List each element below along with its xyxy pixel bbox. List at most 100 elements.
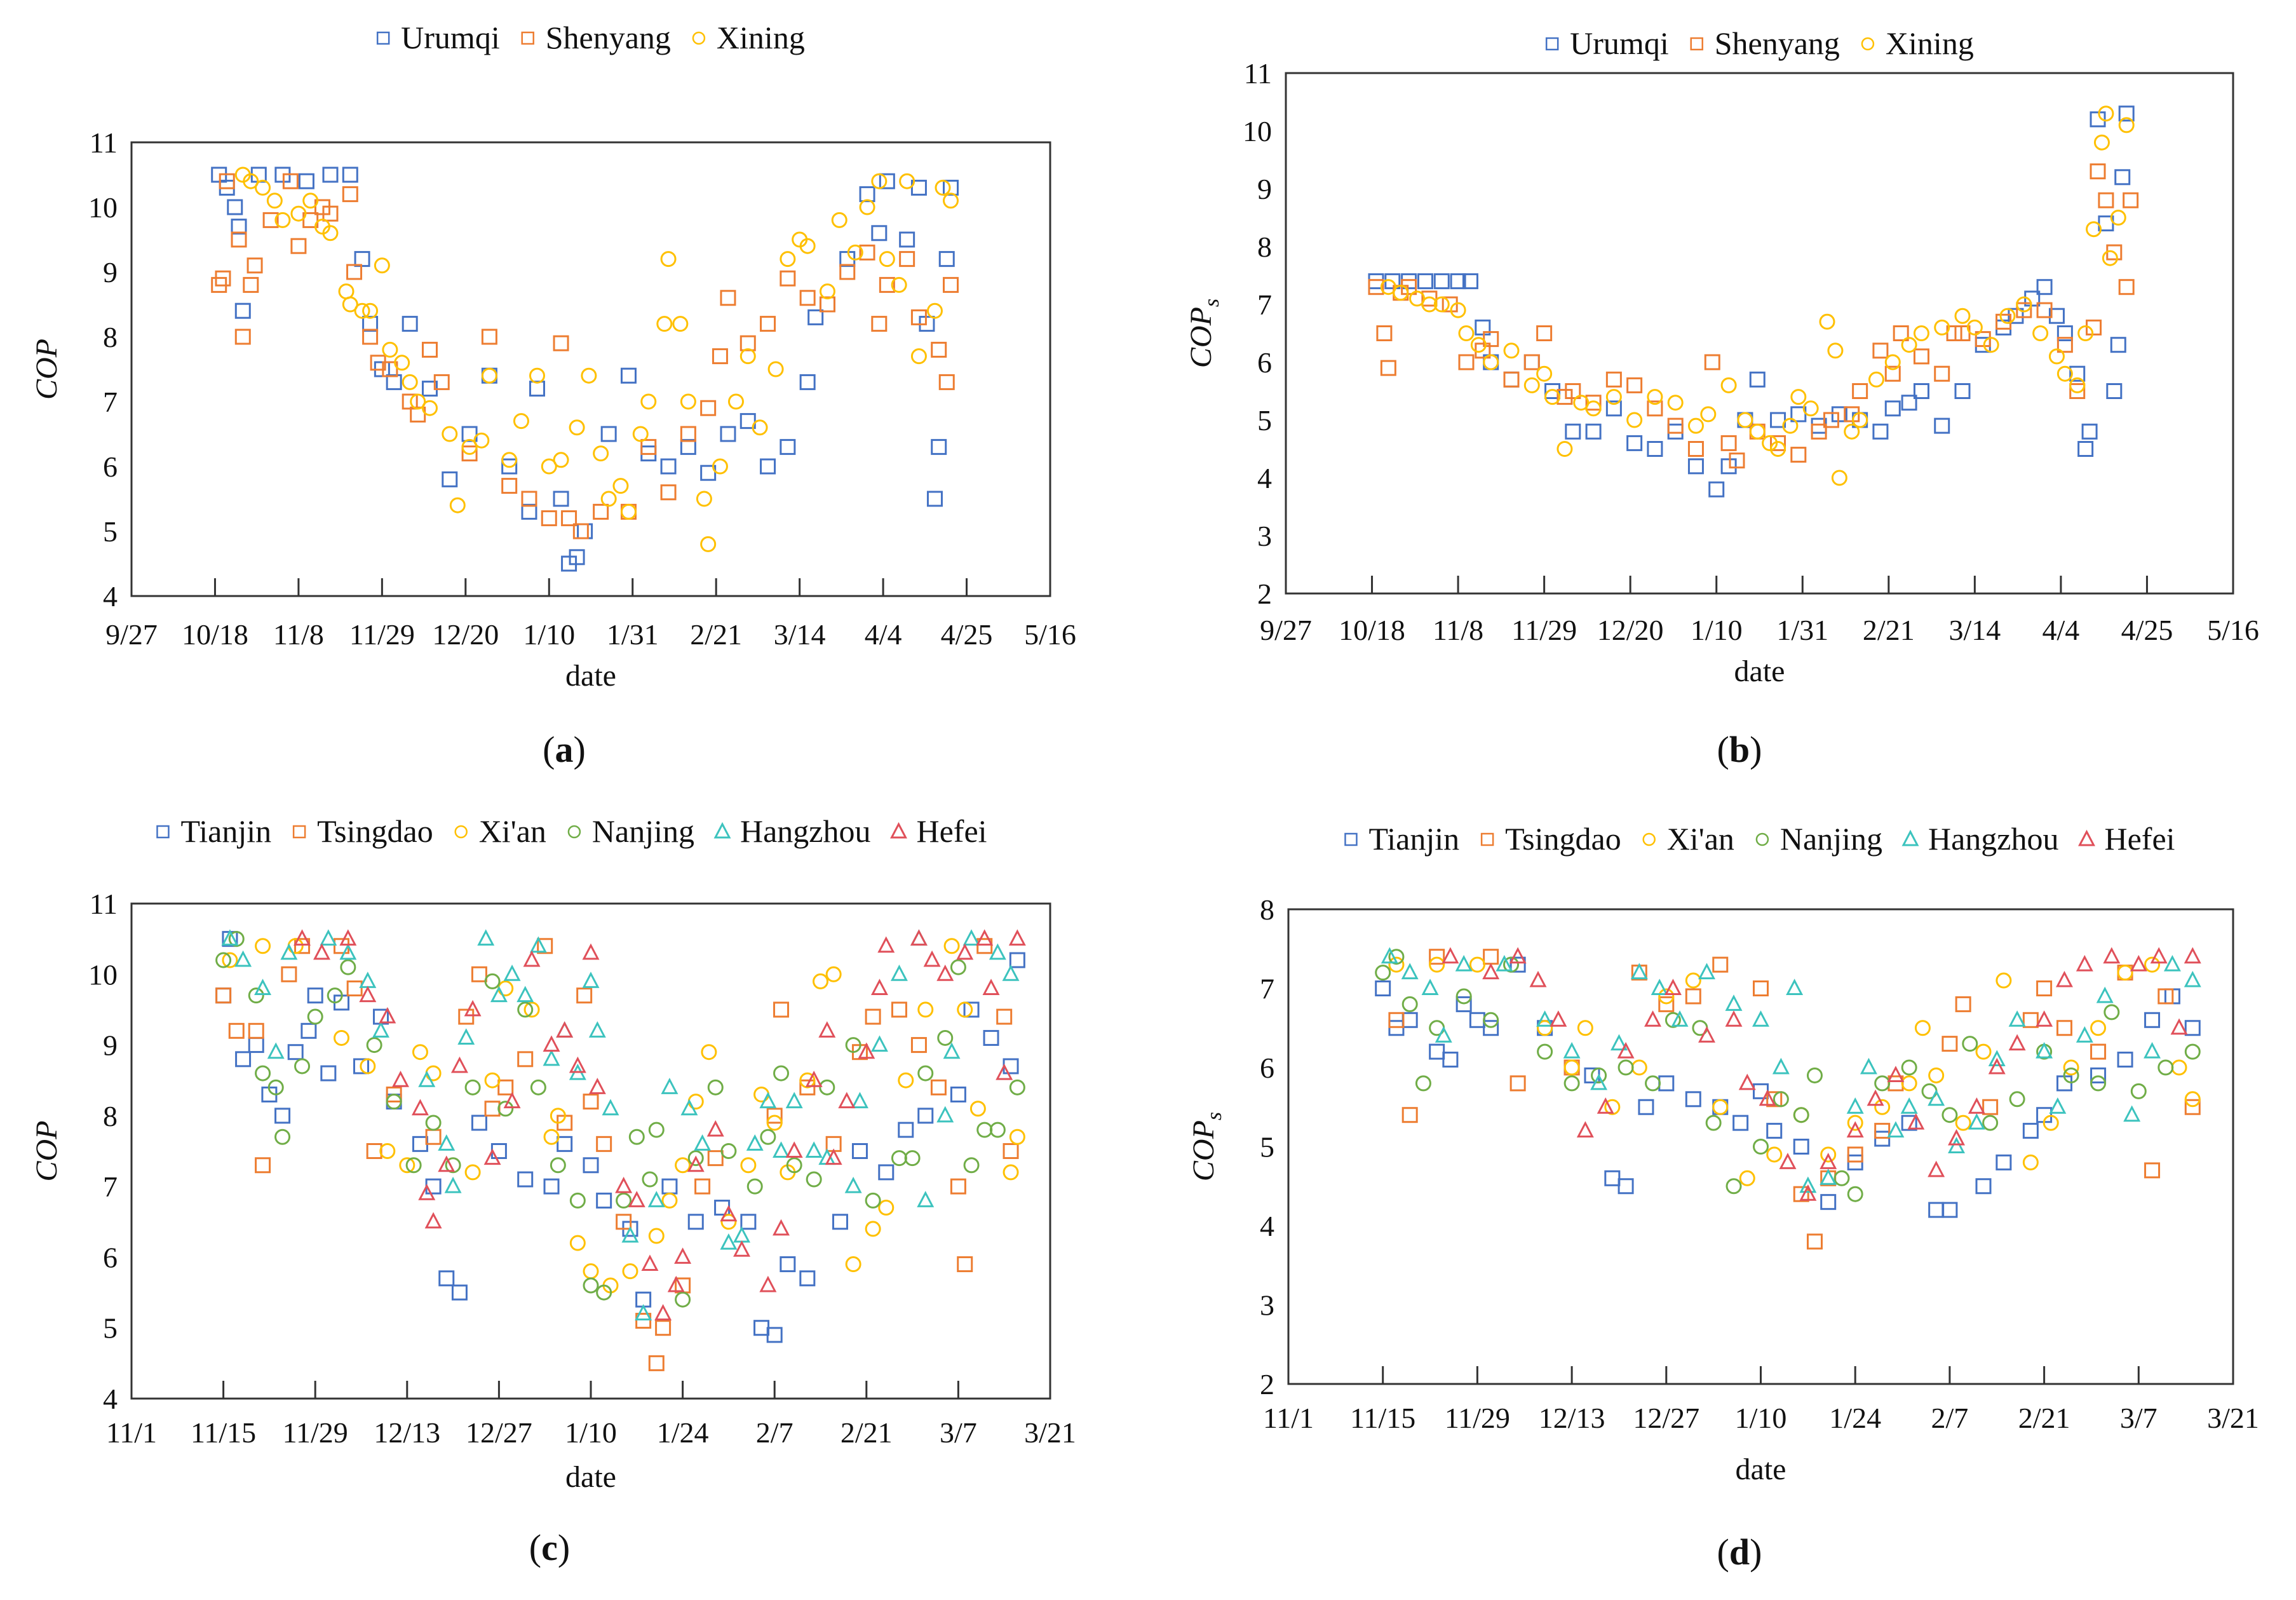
series-tsingdao bbox=[215, 938, 1019, 1371]
data-point bbox=[1833, 1170, 1850, 1186]
legend-item: Hefei bbox=[2078, 821, 2175, 857]
data-point bbox=[248, 1022, 264, 1039]
data-point bbox=[871, 225, 888, 241]
x-tick-label: 11/29 bbox=[283, 1416, 348, 1449]
data-point bbox=[1455, 988, 1472, 1005]
data-point bbox=[831, 212, 847, 228]
data-point bbox=[1928, 1202, 1945, 1218]
data-point bbox=[1509, 1075, 1526, 1092]
data-point bbox=[694, 1178, 711, 1195]
x-tick-label: 4/4 bbox=[2043, 614, 2080, 646]
data-point bbox=[707, 1150, 724, 1167]
data-point bbox=[366, 1143, 382, 1159]
data-point bbox=[805, 1070, 823, 1087]
data-point bbox=[405, 1157, 422, 1174]
data-point bbox=[2184, 970, 2201, 987]
data-point bbox=[1793, 1107, 1809, 1123]
data-point bbox=[1759, 1089, 1776, 1106]
data-point bbox=[425, 1178, 442, 1195]
data-point bbox=[322, 205, 339, 222]
data-point bbox=[1820, 1169, 1837, 1185]
data-point bbox=[1626, 377, 1643, 393]
data-point bbox=[307, 1008, 323, 1025]
data-point bbox=[307, 987, 323, 1004]
data-point bbox=[1483, 354, 1499, 370]
data-point bbox=[1647, 441, 1663, 457]
data-point bbox=[255, 1157, 271, 1174]
data-point bbox=[338, 283, 355, 300]
data-point bbox=[1790, 447, 1807, 463]
data-point bbox=[1772, 1057, 1790, 1075]
data-point bbox=[1421, 979, 1439, 995]
data-point bbox=[672, 316, 689, 332]
y-tick-label: 6 bbox=[103, 1241, 118, 1273]
data-point bbox=[759, 1275, 777, 1292]
data-point bbox=[243, 276, 259, 293]
data-point bbox=[394, 355, 410, 371]
data-point bbox=[720, 1143, 737, 1159]
data-point bbox=[1469, 956, 1485, 973]
data-point bbox=[1708, 481, 1725, 498]
x-tick-label: 1/24 bbox=[1829, 1402, 1881, 1434]
data-point bbox=[917, 1001, 934, 1018]
chart-panel-b: 2 3 4 5 6 7 8 9 10 11 9/27 10/18 11/8 11/29 12/20 1/10 1… bbox=[1184, 25, 2259, 770]
legend-marker-circle-icon bbox=[1861, 37, 1875, 51]
data-point bbox=[382, 341, 398, 358]
data-point bbox=[1720, 377, 1737, 393]
x-tick-label: 4/4 bbox=[865, 618, 902, 651]
data-point bbox=[501, 478, 518, 494]
data-point bbox=[1887, 1066, 1905, 1082]
data-point bbox=[1536, 1010, 1554, 1027]
data-point bbox=[680, 1099, 698, 1116]
data-point bbox=[838, 1092, 856, 1109]
legend-item: Shenyang bbox=[1690, 25, 1840, 61]
plot-area-frame bbox=[1285, 72, 2234, 595]
data-point bbox=[1496, 954, 1513, 972]
x-tick-label: 11/29 bbox=[349, 618, 415, 651]
data-point bbox=[484, 1072, 501, 1088]
data-point bbox=[628, 1129, 645, 1145]
caption-open: ( bbox=[529, 1527, 541, 1568]
y-tick-label: 2 bbox=[1260, 1368, 1274, 1400]
data-point bbox=[215, 987, 232, 1004]
x-tick-label: 1/10 bbox=[565, 1416, 617, 1449]
data-point bbox=[471, 966, 487, 982]
data-point bbox=[379, 1143, 396, 1159]
data-point bbox=[1604, 1099, 1621, 1115]
data-point bbox=[950, 959, 966, 975]
data-point bbox=[910, 1037, 927, 1054]
chart-panel-c: 4 5 6 7 8 9 10 11 11/1 11/15 11/29 12/13 12/27 1/10 1/… bbox=[30, 813, 1076, 1568]
data-point bbox=[501, 458, 518, 475]
data-point bbox=[680, 426, 696, 442]
data-point bbox=[1806, 1067, 1823, 1083]
data-point bbox=[1470, 337, 1487, 353]
data-point bbox=[287, 1044, 304, 1061]
y-axis-label: COPs bbox=[1187, 1112, 1226, 1181]
chart-panel-a: 4 5 6 7 8 9 10 11 9/27 10/18 11/8 11/29 12/20 1/10 1/3… bbox=[30, 20, 1076, 770]
x-tick-label: 11/15 bbox=[1350, 1402, 1415, 1434]
data-point bbox=[1948, 1137, 1966, 1153]
series-shenyang bbox=[1368, 163, 2139, 469]
data-point bbox=[1503, 371, 1520, 388]
data-point bbox=[442, 471, 458, 487]
data-point bbox=[1658, 996, 1675, 1012]
data-point bbox=[503, 1092, 521, 1109]
x-tick-label: 2/21 bbox=[2018, 1402, 2070, 1434]
data-point bbox=[635, 1313, 652, 1329]
data-point bbox=[773, 1141, 790, 1158]
legend-item: Nanjing bbox=[1755, 821, 1882, 857]
legend-item: Tsingdao bbox=[1480, 821, 1621, 857]
data-point bbox=[484, 973, 501, 989]
data-point bbox=[294, 1058, 311, 1075]
data-point bbox=[989, 1122, 1006, 1138]
legend-label: Tsingdao bbox=[317, 813, 433, 849]
data-point bbox=[1712, 956, 1729, 973]
legend-item: Hefei bbox=[890, 813, 987, 849]
data-point bbox=[1585, 423, 1602, 440]
legend-label: Hangzhou bbox=[1928, 821, 2059, 857]
data-point bbox=[1667, 417, 1684, 434]
data-point bbox=[700, 464, 717, 481]
data-point bbox=[1647, 389, 1663, 405]
data-point bbox=[1874, 1099, 1891, 1115]
data-point bbox=[648, 1228, 665, 1244]
